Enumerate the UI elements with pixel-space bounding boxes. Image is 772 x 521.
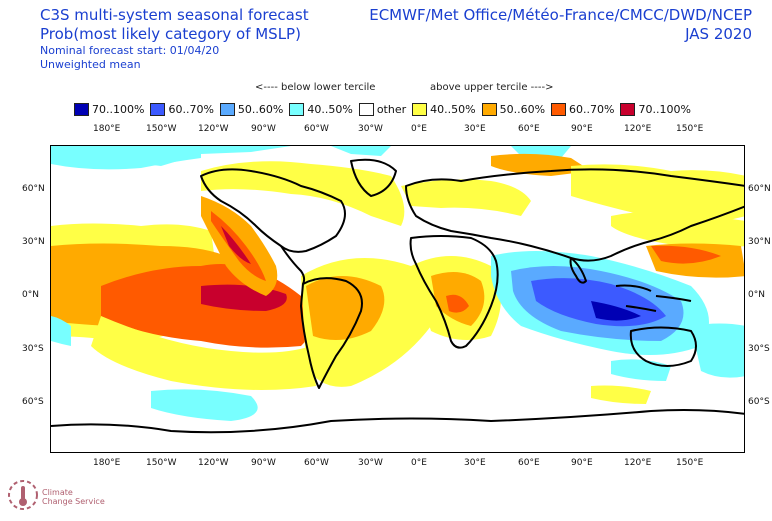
longitude-label: 30°W [358, 458, 383, 468]
longitude-label: 60°W [304, 124, 329, 134]
title-line-2: Prob(most likely category of MSLP) [40, 25, 301, 43]
longitude-label: 120°E [624, 124, 652, 134]
longitude-label: 150°W [146, 458, 177, 468]
longitude-label: 90°E [571, 124, 593, 134]
longitude-label: 120°W [198, 124, 229, 134]
latitude-label: 60°S [22, 397, 44, 407]
logo-line-1: Climate [42, 488, 73, 497]
legend-item: 50..60% [219, 101, 284, 117]
tercile-below-label: <---- below lower tercile [255, 82, 376, 93]
legend-label: 70..100% [638, 102, 691, 116]
color-legend: 70..100% 60..70% 50..60% 40..50% other 40..50… [74, 101, 697, 117]
longitude-label: 60°E [518, 124, 540, 134]
legend-label: 70..100% [92, 102, 145, 116]
legend-item: 60..70% [551, 101, 614, 117]
latitude-label: 60°N [748, 184, 771, 194]
legend-label: other [376, 102, 407, 116]
longitude-label: 30°E [464, 124, 486, 134]
title-line-1: C3S multi-system seasonal forecast [40, 6, 309, 24]
legend-swatch [289, 102, 305, 116]
map-canvas [51, 146, 744, 452]
legend-label: 60..70% [168, 102, 214, 116]
latitude-label: 60°N [22, 184, 45, 194]
legend-swatch [219, 102, 235, 116]
longitude-label: 120°E [624, 458, 652, 468]
forecast-map [50, 145, 745, 453]
legend-item: 40..50% [289, 101, 353, 117]
legend-label: 60..70% [569, 102, 615, 116]
legend-item: 70..100% [74, 101, 144, 117]
legend-swatch [551, 102, 567, 116]
legend-label: 50..60% [237, 102, 284, 116]
latitude-label: 30°N [22, 237, 45, 247]
logo-line-2: Change Service [42, 497, 105, 506]
legend-swatch [620, 102, 636, 116]
longitude-label: 90°E [571, 458, 593, 468]
latitude-label: 30°S [748, 344, 770, 354]
legend-label: 40..50% [430, 102, 476, 116]
title-block-left: C3S multi-system seasonal forecast Prob(… [40, 6, 309, 72]
logo-text: Climate Change Service [42, 488, 105, 506]
forecast-start: Nominal forecast start: 01/04/20 [40, 44, 220, 57]
longitude-label: 0°E [411, 458, 427, 468]
latitude-label: 30°S [22, 344, 44, 354]
longitude-label: 180°E [93, 124, 121, 134]
legend-item: 60..70% [150, 101, 214, 117]
legend-label: 40..50% [307, 102, 353, 116]
tercile-above-label: above upper tercile ----> [430, 82, 554, 93]
legend-item: 50..60% [481, 101, 546, 117]
legend-item: other [358, 101, 407, 117]
legend-swatch [481, 102, 497, 116]
longitude-label: 0°E [411, 124, 427, 134]
longitude-label: 30°W [358, 124, 383, 134]
longitude-label: 150°E [676, 458, 704, 468]
centres-list: ECMWF/Met Office/Météo-France/CMCC/DWD/N… [369, 6, 752, 24]
legend-item: 70..100% [620, 101, 691, 117]
longitude-label: 60°E [518, 458, 540, 468]
longitude-label: 90°W [251, 124, 276, 134]
copernicus-logo [8, 480, 38, 510]
legend-item: 40..50% [412, 101, 476, 117]
season-label: JAS 2020 [685, 25, 752, 43]
longitude-label: 180°E [93, 458, 121, 468]
legend-label: 50..60% [499, 102, 546, 116]
longitude-label: 150°E [676, 124, 704, 134]
longitude-label: 150°W [146, 124, 177, 134]
latitude-label: 60°S [748, 397, 770, 407]
legend-swatch [150, 102, 166, 116]
longitude-label: 120°W [198, 458, 229, 468]
longitude-label: 90°W [251, 458, 276, 468]
legend-swatch [358, 102, 374, 116]
legend-swatch [412, 102, 428, 116]
legend-swatch [74, 102, 89, 116]
longitude-label: 30°E [464, 458, 486, 468]
latitude-label: 0°N [748, 290, 765, 300]
title-block-right: ECMWF/Met Office/Météo-France/CMCC/DWD/N… [369, 6, 752, 44]
longitude-label: 60°W [304, 458, 329, 468]
weighting-note: Unweighted mean [40, 58, 141, 71]
latitude-label: 0°N [22, 290, 39, 300]
latitude-label: 30°N [748, 237, 771, 247]
